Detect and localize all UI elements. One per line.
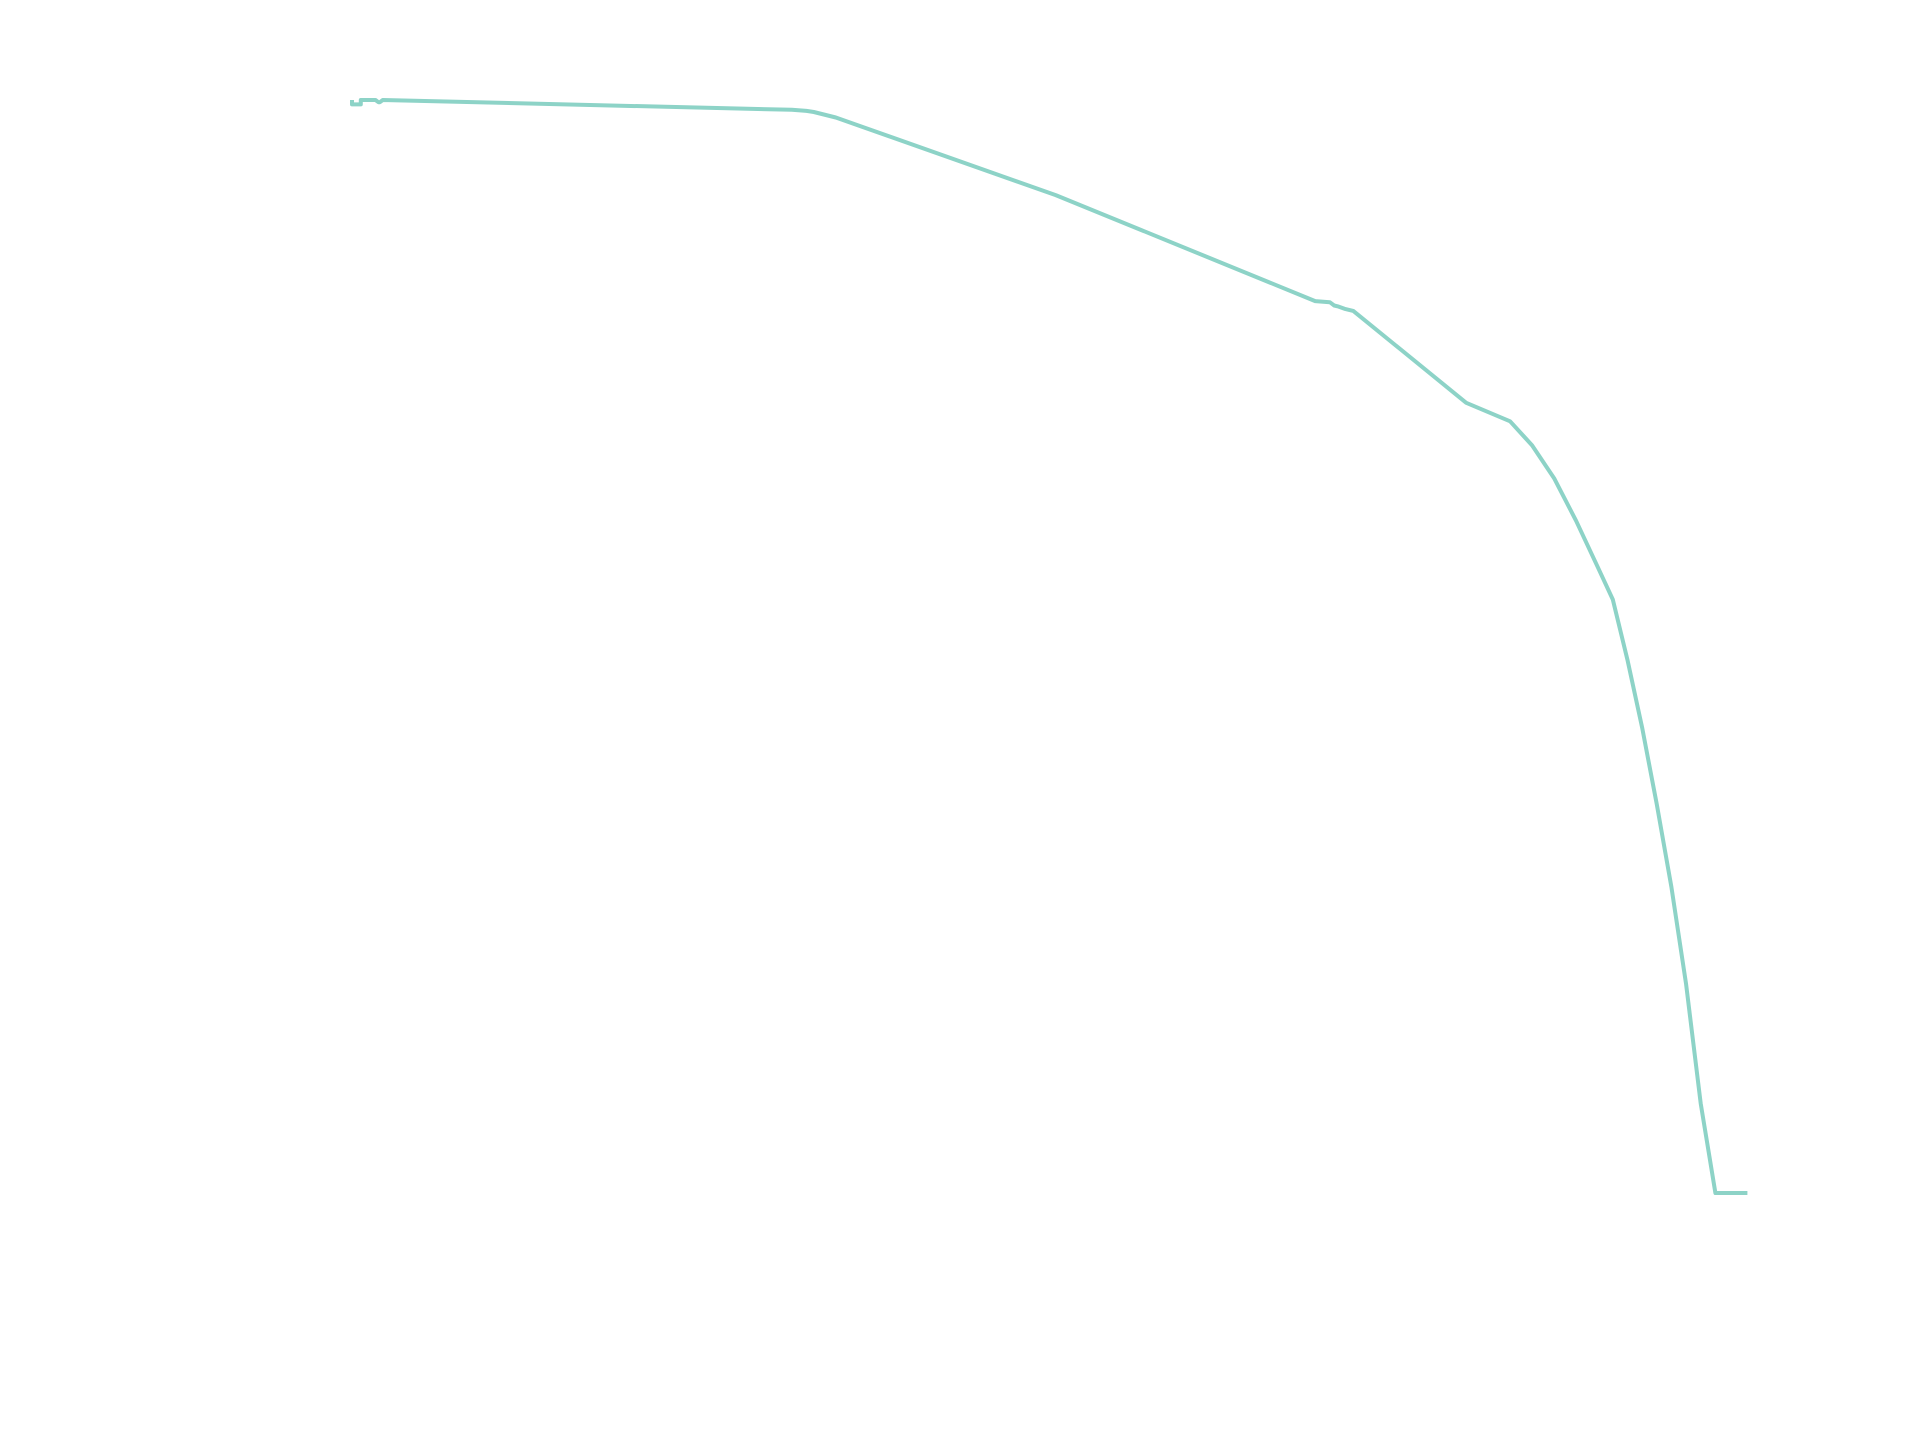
- plot-area: [350, 98, 1748, 1195]
- series-line-0: [350, 98, 1748, 1195]
